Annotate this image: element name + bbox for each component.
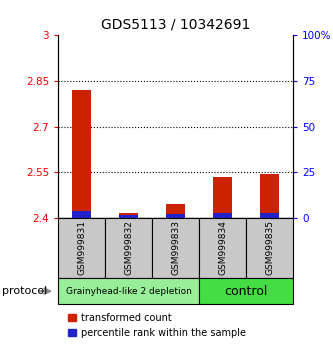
- Text: GSM999832: GSM999832: [124, 220, 133, 275]
- Bar: [72, 211, 91, 218]
- Bar: [152, 218, 199, 278]
- Bar: [199, 218, 246, 278]
- Text: protocol: protocol: [2, 286, 47, 296]
- Text: GSM999834: GSM999834: [218, 220, 227, 275]
- Bar: [58, 218, 105, 278]
- Bar: [199, 278, 293, 304]
- Bar: [58, 278, 199, 304]
- Bar: [246, 218, 293, 278]
- Title: GDS5113 / 10342691: GDS5113 / 10342691: [101, 17, 250, 32]
- Bar: [260, 174, 279, 218]
- Text: GSM999835: GSM999835: [265, 220, 274, 275]
- Text: Grainyhead-like 2 depletion: Grainyhead-like 2 depletion: [66, 287, 192, 296]
- Bar: [213, 213, 232, 218]
- Bar: [105, 218, 152, 278]
- Bar: [166, 214, 185, 218]
- Bar: [213, 177, 232, 218]
- Bar: [166, 204, 185, 218]
- Legend: transformed count, percentile rank within the sample: transformed count, percentile rank withi…: [68, 313, 245, 338]
- Bar: [260, 213, 279, 218]
- Bar: [119, 215, 138, 218]
- Text: control: control: [224, 285, 268, 298]
- Bar: [119, 213, 138, 218]
- Text: GSM999831: GSM999831: [77, 220, 86, 275]
- Bar: [72, 90, 91, 218]
- Text: GSM999833: GSM999833: [171, 220, 180, 275]
